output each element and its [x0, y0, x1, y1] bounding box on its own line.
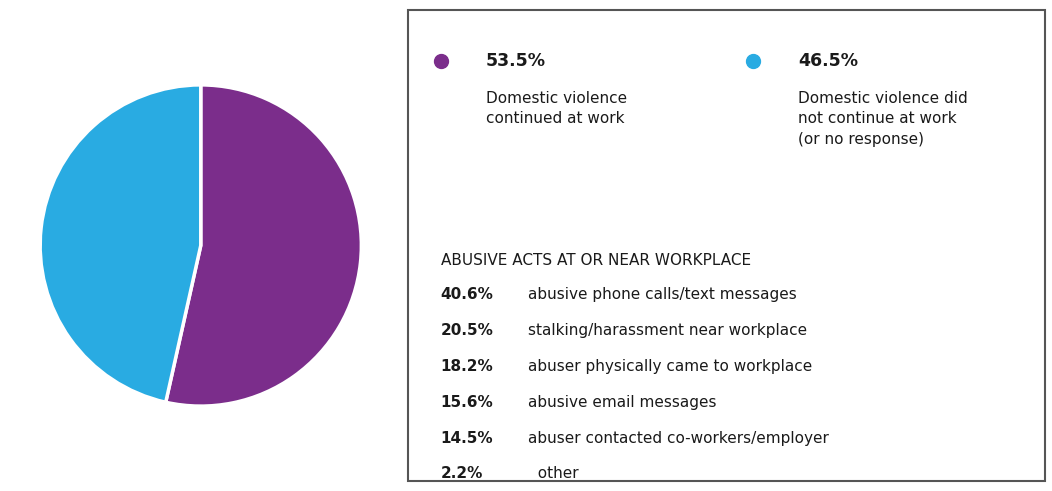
Text: abusive email messages: abusive email messages — [528, 395, 716, 410]
Text: abuser physically came to workplace: abuser physically came to workplace — [528, 359, 812, 374]
Text: other: other — [528, 466, 579, 482]
Wedge shape — [40, 85, 201, 402]
Text: 53.5%: 53.5% — [486, 53, 546, 70]
Text: Domestic violence
continued at work: Domestic violence continued at work — [486, 91, 627, 126]
Text: 15.6%: 15.6% — [441, 395, 493, 410]
Text: 14.5%: 14.5% — [441, 431, 493, 446]
Text: 46.5%: 46.5% — [798, 53, 858, 70]
Text: abusive phone calls/text messages: abusive phone calls/text messages — [528, 287, 797, 302]
Text: stalking/harassment near workplace: stalking/harassment near workplace — [528, 323, 808, 338]
Text: abuser contacted co-workers/employer: abuser contacted co-workers/employer — [528, 431, 829, 446]
Text: ABUSIVE ACTS AT OR NEAR WORKPLACE: ABUSIVE ACTS AT OR NEAR WORKPLACE — [441, 253, 751, 268]
Text: 40.6%: 40.6% — [441, 287, 493, 302]
Point — [432, 57, 449, 65]
Text: 2.2%: 2.2% — [441, 466, 483, 482]
Text: 20.5%: 20.5% — [441, 323, 493, 338]
Text: Domestic violence did
not continue at work
(or no response): Domestic violence did not continue at wo… — [798, 91, 968, 147]
Point — [745, 57, 762, 65]
Text: 18.2%: 18.2% — [441, 359, 493, 374]
Wedge shape — [166, 85, 362, 406]
